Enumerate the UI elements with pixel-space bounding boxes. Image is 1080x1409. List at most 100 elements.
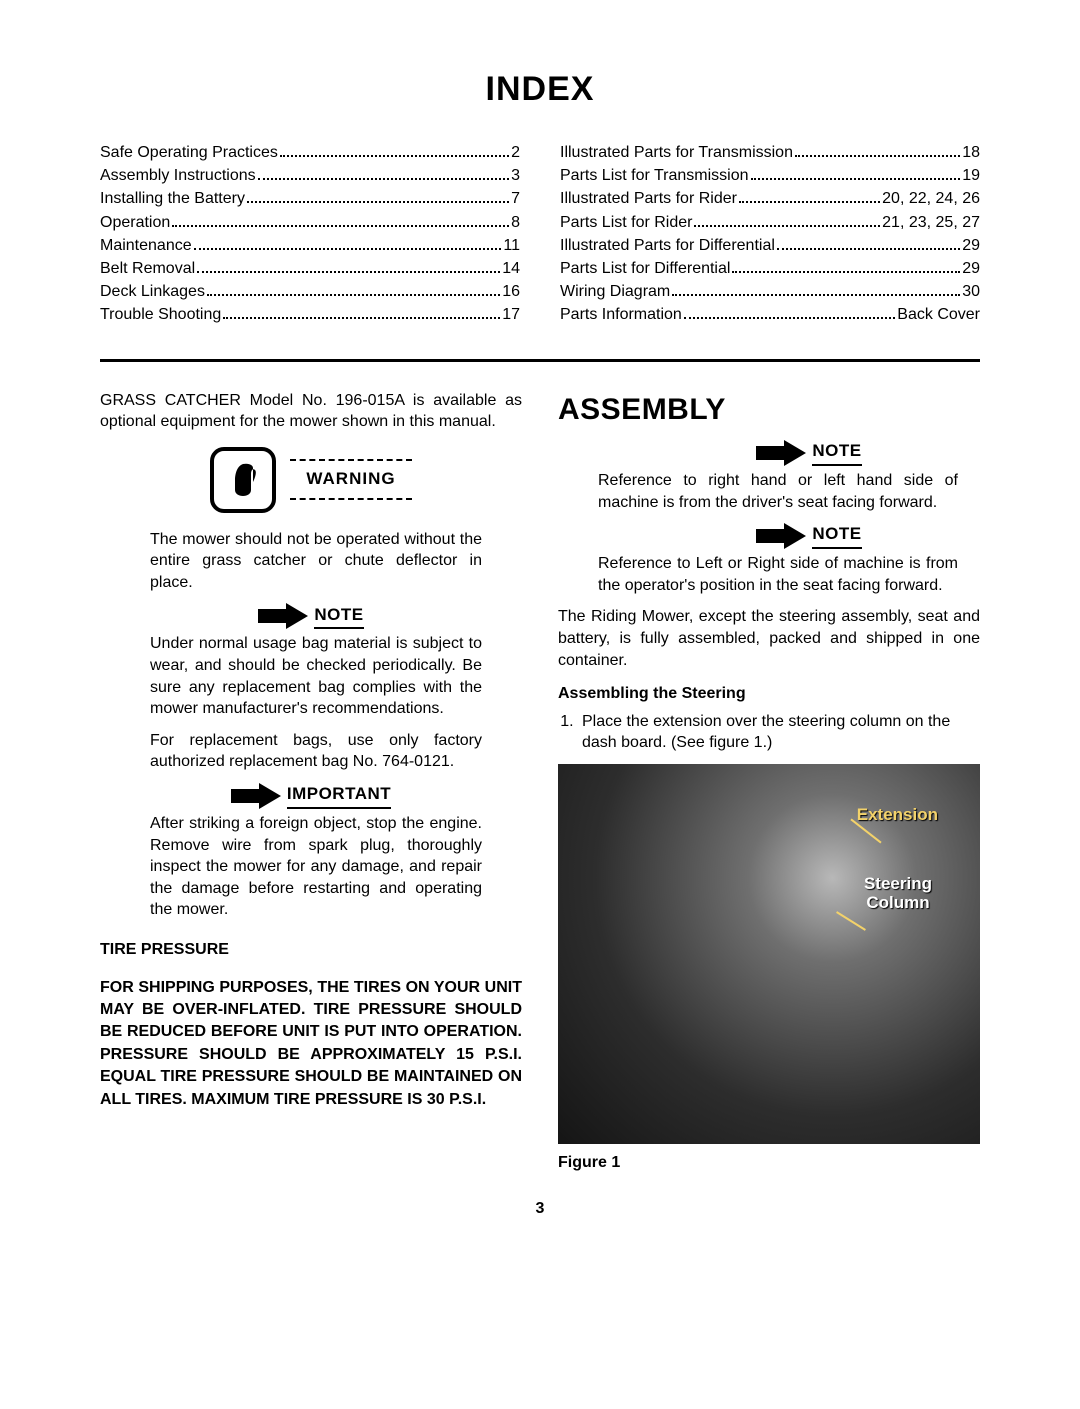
index-row: Operation 8 [100,211,520,234]
index-label: Parts List for Transmission [560,164,749,187]
assembly-body-1: The Riding Mower, except the steering as… [558,606,980,671]
index-page: 17 [502,303,520,326]
index-label: Illustrated Parts for Differential [560,234,775,257]
note-block: NOTE [100,603,522,629]
index-page: 30 [962,280,980,303]
note-text-2: For replacement bags, use only factory a… [150,730,482,773]
figure-1-image: Extension Steering Column [558,764,980,1144]
figure-label-steering-column: Steering Column [864,874,932,913]
note1-text: Reference to right hand or left hand sid… [598,470,958,513]
arrow-right-icon [258,603,308,629]
leader-dots [197,271,500,273]
index-row: Parts Information Back Cover [560,303,980,326]
index-page: 2 [511,141,520,164]
note-label: NOTE [812,440,861,466]
note-label: NOTE [812,523,861,549]
arrow-right-icon [231,783,281,809]
leader-dots [694,225,880,227]
leader-dots [194,248,502,250]
leader-dots [280,155,509,157]
leader-dots [777,248,960,250]
index-row: Deck Linkages 16 [100,280,520,303]
index-page: 7 [511,187,520,210]
important-label: IMPORTANT [287,783,391,809]
leader-dots [795,155,960,157]
note2-text: Reference to Left or Right side of machi… [598,553,958,596]
warning-block: WARNING [100,447,522,513]
index-label: Parts Information [560,303,682,326]
index-label: Illustrated Parts for Rider [560,187,737,210]
index-page: 29 [962,257,980,280]
arrow-right-icon [756,523,806,549]
note1-block: Reference to right hand or left hand sid… [558,470,980,513]
index-label: Deck Linkages [100,280,205,303]
leader-dots [172,225,509,227]
index-title: INDEX [100,70,980,109]
index-page: Back Cover [897,303,980,326]
index-row: Installing the Battery 7 [100,187,520,210]
index-row: Parts List for Rider 21, 23, 25, 27 [560,211,980,234]
index-row: Illustrated Parts for Transmission 18 [560,141,980,164]
leader-dots [258,178,509,180]
note2-block: Reference to Left or Right side of machi… [558,553,980,596]
index-page: 21, 23, 25, 27 [882,211,980,234]
index-label: Safe Operating Practices [100,141,278,164]
leader-dots [684,317,895,319]
body-columns: GRASS CATCHER Model No. 196-015A is avai… [100,390,980,1174]
index-page: 29 [962,234,980,257]
index-row: Belt Removal 14 [100,257,520,280]
index-label: Maintenance [100,234,192,257]
index-page: 18 [962,141,980,164]
leader-dots [751,178,961,180]
left-column: GRASS CATCHER Model No. 196-015A is avai… [100,390,522,1174]
divider [100,359,980,362]
index-page: 14 [502,257,520,280]
note-block: NOTE [638,440,980,466]
index-label: Operation [100,211,170,234]
page-number: 3 [100,1200,980,1218]
note-block: NOTE [638,523,980,549]
assembling-steering-heading: Assembling the Steering [558,683,980,705]
page: INDEX Safe Operating Practices 2 Assembly… [0,0,1080,1258]
index-label: Parts List for Differential [560,257,730,280]
warning-label: WARNING [290,459,411,500]
index-page: 20, 22, 24, 26 [882,187,980,210]
index-row: Wiring Diagram 30 [560,280,980,303]
grass-catcher-paragraph: GRASS CATCHER Model No. 196-015A is avai… [100,390,522,433]
tire-pressure-heading: TIRE PRESSURE [100,939,522,961]
index-label: Trouble Shooting [100,303,221,326]
right-column: ASSEMBLY NOTE Reference to right hand or… [558,390,980,1174]
figure-label-line2: Column [866,893,929,912]
note-text-block: Under normal usage bag material is subje… [100,633,522,773]
step-1: Place the extension over the steering co… [578,711,980,754]
index-row: Assembly Instructions 3 [100,164,520,187]
index-page: 19 [962,164,980,187]
important-text: After striking a foreign object, stop th… [150,813,482,921]
assembly-title: ASSEMBLY [558,390,980,431]
index-label: Assembly Instructions [100,164,256,187]
leader-dots [672,294,960,296]
warning-hand-icon [210,447,276,513]
leader-dots [223,317,500,319]
index-label: Belt Removal [100,257,195,280]
leader-dots [207,294,500,296]
index-label: Wiring Diagram [560,280,670,303]
steps-list: Place the extension over the steering co… [558,711,980,754]
index-right-col: Illustrated Parts for Transmission 18 Par… [560,141,980,327]
index-page: 3 [511,164,520,187]
index-label: Parts List for Rider [560,211,692,234]
index-row: Trouble Shooting 17 [100,303,520,326]
index-row: Safe Operating Practices 2 [100,141,520,164]
leader-dots [739,201,880,203]
figure-label-extension: Extension [857,804,938,827]
index-page: 11 [503,234,520,257]
index-page: 8 [511,211,520,234]
index-label: Installing the Battery [100,187,245,210]
index-row: Maintenance 11 [100,234,520,257]
index-page: 16 [502,280,520,303]
index-columns: Safe Operating Practices 2 Assembly Instr… [100,141,980,327]
important-text-block: After striking a foreign object, stop th… [100,813,522,921]
leader-dots [247,201,509,203]
index-label: Illustrated Parts for Transmission [560,141,793,164]
index-row: Parts List for Differential 29 [560,257,980,280]
